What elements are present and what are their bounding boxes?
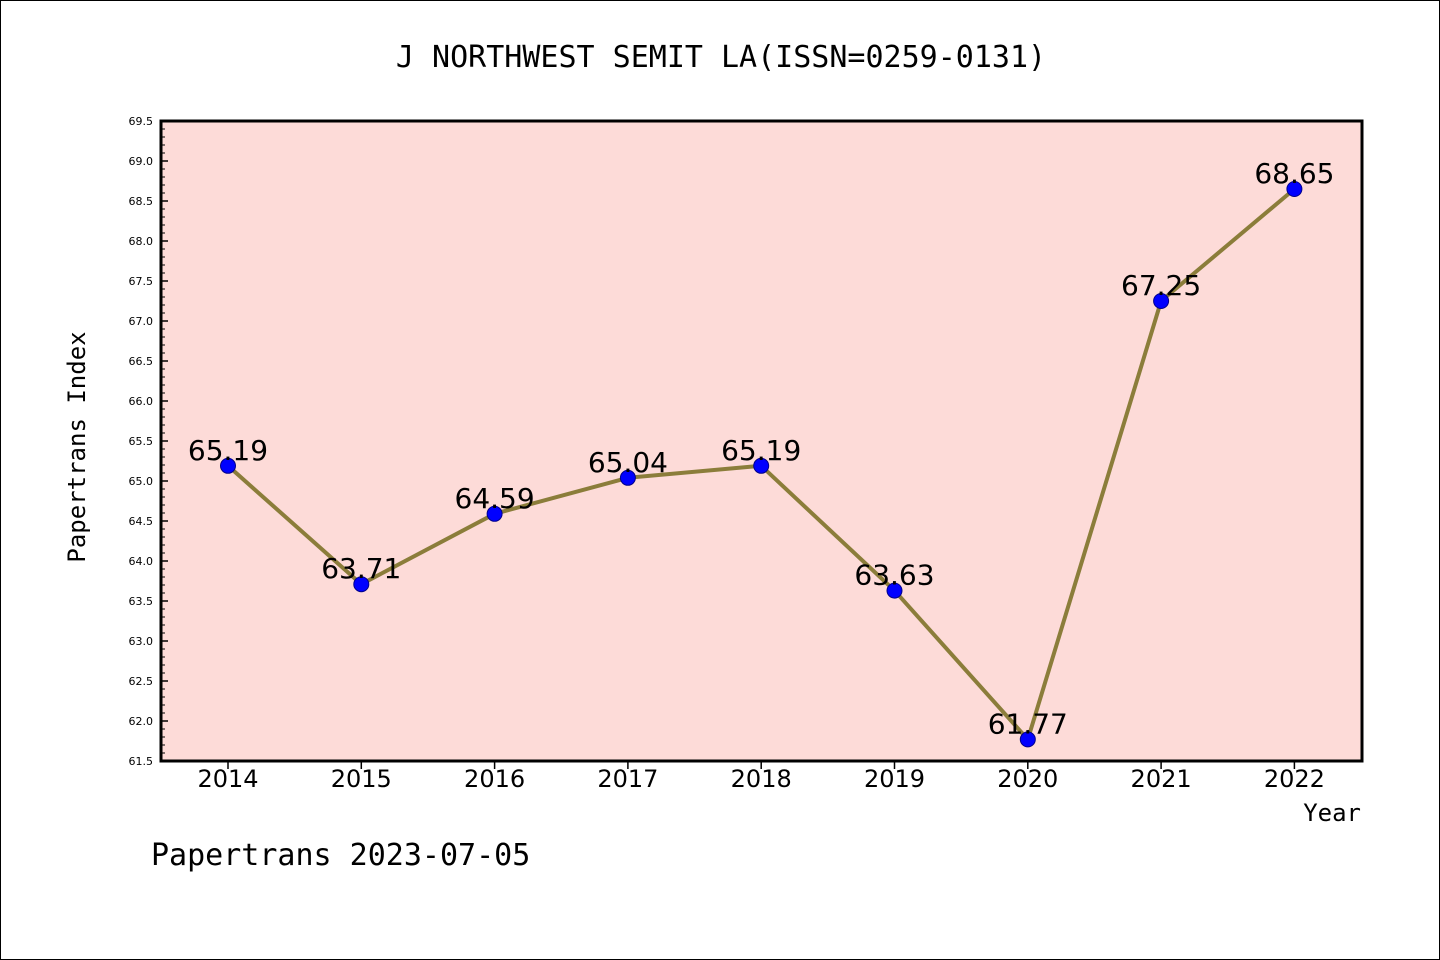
y-tick-label: 66.5 bbox=[129, 355, 154, 368]
y-tick-label: 66.0 bbox=[129, 395, 154, 408]
data-label: 65.19 bbox=[721, 434, 801, 467]
y-tick-label: 67.5 bbox=[129, 275, 154, 288]
x-tick-label: 2019 bbox=[864, 765, 925, 793]
x-axis-label: Year bbox=[1303, 799, 1361, 827]
footer-text: Papertrans 2023-07-05 bbox=[151, 838, 530, 873]
x-tick-label: 2017 bbox=[597, 765, 658, 793]
y-tick-label: 67.0 bbox=[129, 315, 154, 328]
y-tick-label: 64.5 bbox=[129, 515, 154, 528]
x-axis-ticks: 2014 2015 2016 2017 2018 2019 2020 2021 2022 bbox=[197, 761, 1325, 793]
y-tick-label: 61.5 bbox=[129, 755, 154, 768]
data-point bbox=[1153, 293, 1170, 309]
x-tick-label: 2020 bbox=[997, 765, 1058, 793]
chart-title: J NORTHWEST SEMIT LA(ISSN=0259-0131) bbox=[396, 40, 1046, 75]
plot-area bbox=[161, 121, 1362, 761]
x-tick-label: 2021 bbox=[1131, 765, 1192, 793]
y-tick-label: 65.0 bbox=[129, 475, 154, 488]
data-point bbox=[220, 457, 236, 474]
data-label: 64.59 bbox=[455, 482, 535, 515]
data-point bbox=[1286, 181, 1303, 197]
y-tick-label: 68.5 bbox=[129, 195, 154, 208]
y-tick-label: 63.5 bbox=[129, 595, 154, 608]
y-tick-label: 64.0 bbox=[129, 555, 154, 568]
data-point bbox=[886, 582, 903, 599]
data-point bbox=[486, 505, 503, 522]
plot-border bbox=[159, 119, 1364, 763]
series-layer: 65.19 63.71 64.59 65.04 65.19 63.63 61.77 67.25… bbox=[188, 157, 1334, 748]
y-tick-label: 62.0 bbox=[129, 715, 154, 728]
data-label: 68.65 bbox=[1254, 157, 1334, 190]
data-point bbox=[1019, 731, 1036, 748]
data-label: 65.04 bbox=[588, 446, 668, 479]
y-axis-ticks: 61.5 62.0 62.5 63.0 63.5 64.0 64.5 65.0 65.5 66.0… bbox=[129, 115, 168, 768]
y-tick-label: 63.0 bbox=[129, 635, 154, 648]
data-label: 67.25 bbox=[1121, 269, 1201, 302]
y-tick-label: 69.0 bbox=[129, 155, 154, 168]
y-tick-label: 62.5 bbox=[129, 675, 154, 688]
y-tick-label: 65.5 bbox=[129, 435, 154, 448]
data-label: 61.77 bbox=[988, 707, 1068, 740]
x-tick-label: 2015 bbox=[331, 765, 392, 793]
data-point bbox=[753, 457, 770, 474]
data-label: 63.71 bbox=[321, 552, 401, 585]
y-axis-label: Papertrans Index bbox=[63, 331, 91, 562]
data-point bbox=[619, 469, 636, 486]
data-point bbox=[353, 576, 370, 593]
y-tick-label: 69.5 bbox=[129, 115, 154, 128]
x-tick-label: 2022 bbox=[1264, 765, 1325, 793]
x-tick-label: 2014 bbox=[197, 765, 258, 793]
data-label: 63.63 bbox=[854, 559, 934, 592]
y-tick-label: 68.0 bbox=[129, 235, 154, 248]
x-tick-label: 2016 bbox=[464, 765, 525, 793]
data-label: 65.19 bbox=[188, 434, 268, 467]
x-tick-label: 2018 bbox=[731, 765, 792, 793]
